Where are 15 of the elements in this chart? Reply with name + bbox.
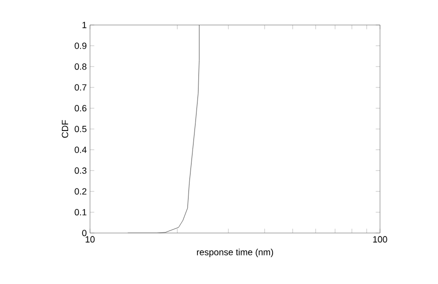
y-tick-label: 0.4: [74, 146, 87, 153]
y-tick-label: 1: [82, 22, 86, 28]
y-tick-label: 0.6: [74, 105, 86, 112]
y-tick-label: 0.7: [74, 84, 86, 91]
y-tick-label: 0.2: [74, 188, 86, 195]
x-axis-title: response time (nm): [196, 248, 274, 258]
y-tick-label: 0.8: [74, 63, 86, 70]
y-tick-label: 0: [82, 230, 86, 236]
y-tick-label: 0.9: [74, 42, 86, 49]
x-tick-label: 10: [86, 236, 95, 243]
y-tick-label: 0.3: [74, 167, 86, 174]
y-tick-label: 0.1: [74, 209, 86, 216]
x-tick-label: 100: [373, 236, 388, 243]
y-tick-label: 0.5: [74, 126, 86, 132]
y-axis-title: CDF: [62, 120, 68, 138]
